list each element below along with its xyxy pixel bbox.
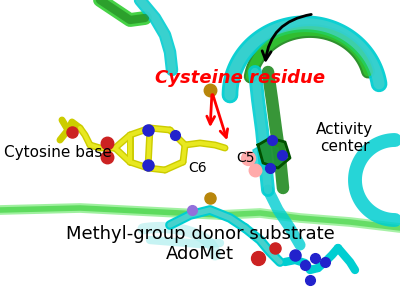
Text: C5: C5	[236, 151, 254, 165]
Text: Methyl-group donor substrate
AdoMet: Methyl-group donor substrate AdoMet	[66, 225, 334, 263]
Text: Cytosine base: Cytosine base	[4, 144, 112, 159]
Text: C6: C6	[189, 161, 207, 175]
Text: Cysteine residue: Cysteine residue	[155, 69, 325, 87]
Polygon shape	[253, 143, 282, 172]
Text: Activity
center: Activity center	[316, 122, 373, 154]
Polygon shape	[258, 138, 290, 168]
